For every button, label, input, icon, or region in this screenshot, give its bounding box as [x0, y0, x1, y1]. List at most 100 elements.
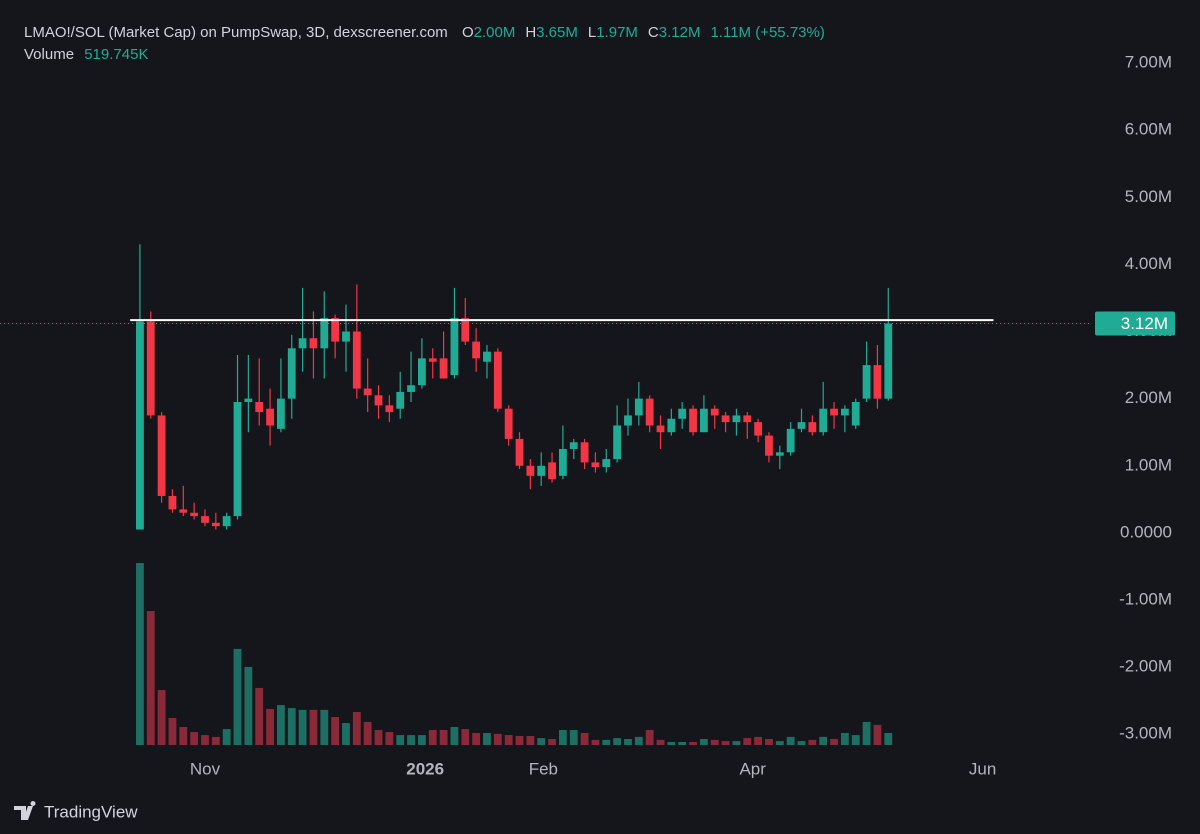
candle-body [450, 318, 459, 376]
volume-value: 519.745K [84, 46, 148, 63]
legend-value: 3.65M [536, 24, 578, 41]
candle-body [287, 348, 296, 399]
y-tick-label: 7.00M [1125, 53, 1172, 72]
volume-bar [298, 709, 307, 745]
candle-body [385, 405, 394, 413]
volume-bar [808, 739, 817, 745]
candle-body [732, 415, 741, 423]
last-price-box [1095, 311, 1175, 336]
volume-bar [417, 735, 426, 745]
y-tick-label: -1.00M [1119, 589, 1172, 608]
candle-body [591, 462, 600, 468]
candle-body [634, 398, 643, 416]
candle-body [873, 365, 882, 399]
legend-key: L [588, 24, 596, 41]
candle-body [190, 512, 199, 517]
candle-body [352, 331, 361, 389]
candle-body [797, 422, 806, 429]
x-tick-label: Jun [969, 759, 996, 778]
x-tick-label: Nov [190, 759, 221, 778]
volume-bar [797, 741, 806, 745]
candle-body [515, 438, 524, 466]
candle-body [277, 398, 285, 429]
candle-body [851, 402, 860, 426]
volume-bar [591, 739, 600, 745]
candle-body [548, 462, 556, 480]
brand: TradingView [44, 802, 138, 821]
candle-body [830, 408, 838, 416]
legend-value: 2.00M [474, 24, 516, 41]
volume-bar [493, 733, 502, 745]
x-tick-label: 2026 [406, 759, 444, 778]
legend-value: 3.12M [659, 24, 701, 41]
candle-body [342, 331, 350, 342]
header: LMAO!/SOL (Market Cap) on PumpSwap, 3D, … [24, 24, 825, 41]
volume-bar [363, 721, 372, 745]
candle-body [407, 385, 415, 392]
volume-bar [146, 611, 155, 745]
volume-bar [634, 736, 643, 745]
volume-bar [385, 732, 394, 745]
y-tick-label: 6.00M [1125, 120, 1172, 139]
legend-key: H [525, 24, 536, 41]
candle-body [710, 408, 719, 416]
legend-value: 1.97M [596, 24, 638, 41]
volume-bar [211, 736, 220, 745]
candle-body [884, 323, 893, 399]
candle-body [656, 425, 665, 433]
candle-body [298, 338, 307, 349]
candle-body [667, 418, 676, 433]
candle-body [146, 321, 155, 416]
volume-bar [428, 729, 437, 745]
y-tick-label: 1.00M [1125, 455, 1172, 474]
candle-body [309, 338, 318, 349]
volume-bar [602, 739, 611, 745]
candle-body [136, 321, 144, 530]
candle-body [233, 402, 242, 517]
y-tick-label: 2.00M [1125, 388, 1172, 407]
y-tick-label: -3.00M [1119, 724, 1172, 743]
volume-bar [233, 648, 242, 745]
candle-body [678, 408, 687, 419]
volume-bar [645, 729, 654, 745]
y-tick-label: 0.0000 [1120, 522, 1172, 541]
candle-body [266, 408, 274, 426]
volume-bar [331, 717, 340, 745]
candle-body [331, 318, 340, 342]
y-tick-label: -2.00M [1119, 657, 1172, 676]
volume-bar [819, 736, 828, 745]
volume-bar [244, 666, 253, 745]
candle-body [417, 358, 426, 386]
candle-body [645, 398, 654, 426]
candle-body [699, 408, 708, 433]
brand-logo [14, 800, 36, 820]
plot-area: 7.00M6.00M5.00M4.00M3.00M2.00M1.00M0.000… [0, 53, 1172, 778]
candle-body [504, 408, 513, 439]
candle-body [320, 318, 329, 349]
volume-bar [277, 705, 285, 745]
candle-body [754, 422, 763, 436]
volume-bar [667, 741, 676, 745]
candle-body [255, 402, 264, 413]
volume-bar [157, 690, 166, 745]
candle-body [244, 398, 253, 402]
candle-body [537, 465, 546, 476]
volume-bar [678, 741, 687, 745]
volume-bar [179, 726, 188, 745]
volume-bar [287, 708, 296, 745]
candle-body [569, 442, 578, 449]
candle-body [786, 428, 795, 453]
legend-key: O [462, 24, 474, 41]
volume-bar [342, 723, 350, 745]
candle-body [374, 395, 383, 406]
volume-bar [450, 726, 459, 745]
volume-bar [309, 709, 318, 745]
volume-bar [461, 729, 470, 745]
volume-bar [580, 732, 589, 745]
volume-bar [873, 724, 882, 745]
candle-body [461, 318, 470, 342]
volume-bar [689, 741, 697, 745]
